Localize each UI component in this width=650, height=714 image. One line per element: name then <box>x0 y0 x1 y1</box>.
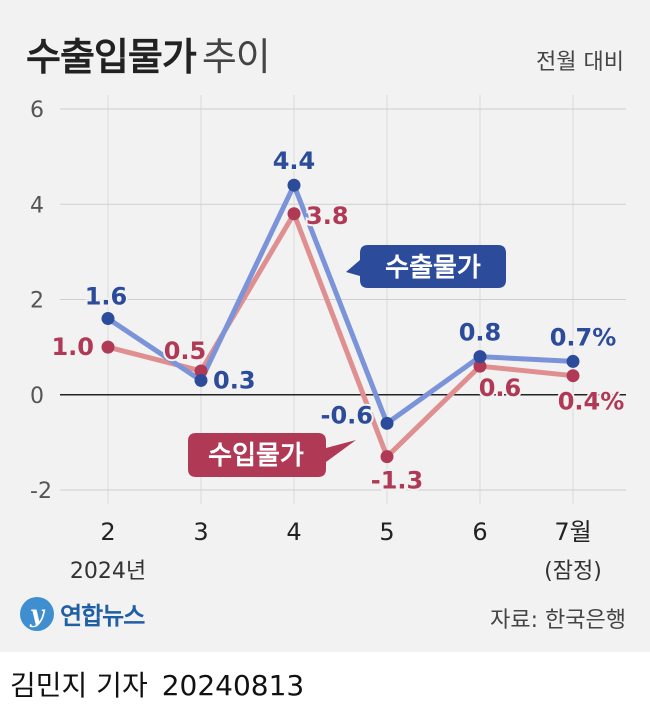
source-text: 자료: 한국은행 <box>490 608 626 633</box>
import-price-point <box>380 450 394 464</box>
export-price-data-label: 0.3 <box>213 366 256 394</box>
x-tick-label: 4 <box>286 518 301 546</box>
y-tick-label: 6 <box>30 98 44 123</box>
import-price-data-label: 0.4% <box>558 388 625 416</box>
y-tick-label: 2 <box>30 289 44 314</box>
import-price-point <box>101 340 115 354</box>
x-tick-label: 3 <box>193 518 208 546</box>
x-tick-label: 5 <box>379 518 394 546</box>
export-price-point <box>101 312 115 326</box>
x-tick-sublabel: (잠정) <box>544 559 602 584</box>
logo-text: 연합뉴스 <box>60 602 145 630</box>
title-main: 수출입물가 <box>26 35 197 79</box>
y-tick-label: 0 <box>30 384 44 409</box>
yonhap-logo: y 연합뉴스 <box>20 596 145 631</box>
import-price-data-label: 0.6 <box>479 374 522 402</box>
credit-line: 김민지 기자 20240813 <box>10 664 304 704</box>
x-tick-label: 6 <box>472 518 487 546</box>
y-tick-label: -2 <box>30 479 52 504</box>
import-price-data-label: 0.5 <box>164 337 207 365</box>
import-price-data-label: 3.8 <box>306 202 349 230</box>
export-price-data-label: 0.7% <box>550 323 617 351</box>
line-chart: -2 0 2 4 6 2 2024년 3 4 5 6 7월 (잠정) 1.6 0.3 4.4 -0.6 0.8 0.… <box>30 95 626 584</box>
import-price-line <box>105 211 576 460</box>
x-tick-label: 2 <box>100 518 115 546</box>
export-price-line <box>105 182 576 426</box>
title: 수출입물가 추이 <box>26 26 271 81</box>
unit-label: 전월 대비 <box>536 50 624 75</box>
export-price-data-label: -0.6 <box>321 401 373 429</box>
import-price-point <box>287 207 301 221</box>
chart-card: 수출입물가 추이 전월 대비 -2 0 2 4 6 2 2024년 3 4 5 6 7월 (잠정) 1.6 0… <box>0 0 650 652</box>
export-price-data-label: 1.6 <box>85 283 128 311</box>
import-price-callout <box>188 433 356 477</box>
export-price-point <box>473 350 487 364</box>
export-price-point <box>287 178 301 192</box>
credit-name: 김민지 기자 <box>10 669 148 702</box>
import-price-callout-label: 수입물가 <box>208 441 304 471</box>
import-price-data-label: -1.3 <box>371 467 423 495</box>
import-price-point <box>473 359 487 373</box>
export-price-point <box>566 354 580 368</box>
import-price-point <box>566 369 580 383</box>
yonhap-logo-icon: y <box>20 596 54 631</box>
import-price-point <box>194 364 208 378</box>
x-tick-label: 7월 <box>554 518 591 546</box>
export-price-data-label: 0.8 <box>459 319 502 347</box>
export-price-callout <box>346 245 506 288</box>
export-price-callout-label: 수출물가 <box>385 253 481 283</box>
title-sub: 추이 <box>201 35 271 79</box>
x-tick-sublabel: 2024년 <box>70 559 146 584</box>
credit-date: 20240813 <box>161 669 305 702</box>
y-tick-label: 4 <box>30 193 44 218</box>
export-price-point <box>380 416 394 430</box>
export-price-point <box>194 373 208 387</box>
export-price-data-label: 4.4 <box>273 147 316 175</box>
import-price-data-label: 1.0 <box>51 333 94 361</box>
